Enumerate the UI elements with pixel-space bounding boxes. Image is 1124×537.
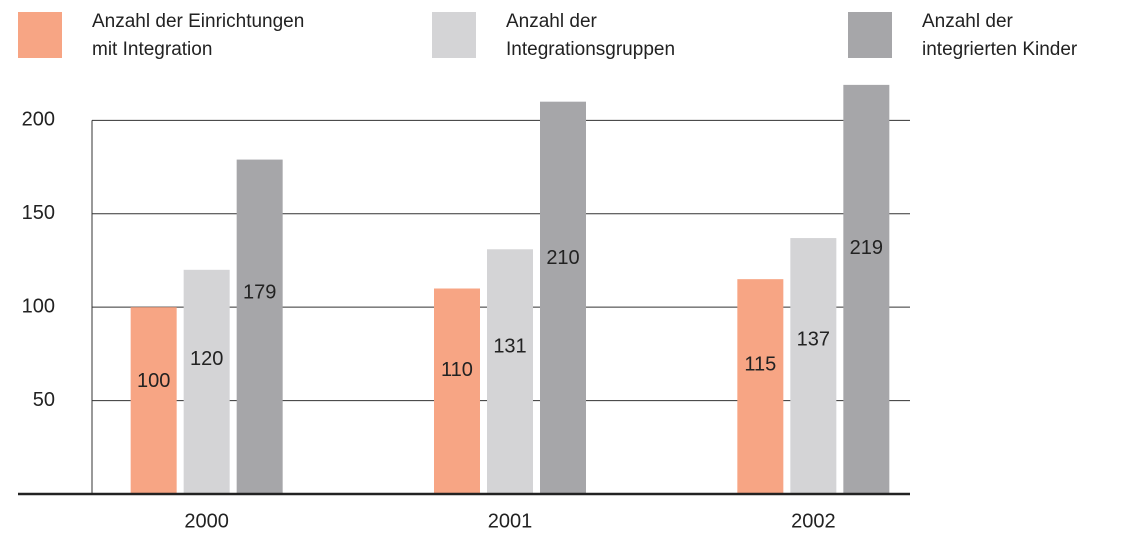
data-label: 120 bbox=[190, 348, 223, 370]
x-tick-label: 2001 bbox=[488, 510, 533, 532]
bar bbox=[236, 159, 283, 494]
y-tick-label: 50 bbox=[33, 389, 55, 411]
bar bbox=[790, 238, 837, 494]
data-label: 115 bbox=[744, 353, 776, 375]
y-tick-label: 200 bbox=[22, 109, 55, 131]
legend-swatch bbox=[18, 12, 62, 58]
legend-label: Anzahl der Integrationsgruppen bbox=[506, 11, 676, 60]
bar bbox=[487, 249, 533, 494]
bar bbox=[843, 84, 890, 495]
data-label: 100 bbox=[137, 370, 170, 392]
legend-label: Anzahl der integrierten Kinder bbox=[922, 11, 1078, 60]
x-tick-label: 2002 bbox=[791, 510, 836, 532]
bar bbox=[183, 269, 230, 494]
data-label: 179 bbox=[243, 282, 276, 304]
y-tick-label: 150 bbox=[22, 202, 55, 224]
legend-swatch bbox=[432, 12, 476, 58]
legend-swatch bbox=[848, 12, 892, 58]
data-label: 131 bbox=[493, 335, 526, 357]
bar bbox=[130, 307, 177, 494]
bar bbox=[434, 288, 480, 494]
bar bbox=[737, 279, 784, 494]
data-label: 219 bbox=[850, 237, 883, 259]
data-label: 137 bbox=[797, 329, 830, 351]
legend-label: Anzahl der Einrichtungen mit Integration bbox=[92, 11, 305, 60]
y-tick-label: 100 bbox=[22, 295, 55, 317]
bar bbox=[540, 101, 586, 494]
data-label: 210 bbox=[546, 247, 579, 269]
data-label: 110 bbox=[441, 359, 473, 381]
x-tick-label: 2000 bbox=[184, 510, 229, 532]
